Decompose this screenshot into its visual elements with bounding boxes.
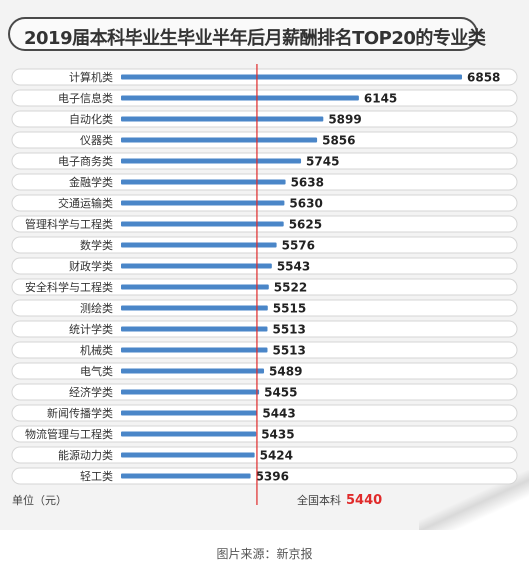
value-label: 5638 [291,176,324,190]
category-label: 经济学类 [69,385,113,399]
row-background [11,467,518,485]
value-label: 5513 [272,344,305,358]
category-label: 电子信息类 [58,91,113,105]
bar [121,452,255,458]
value-label: 6858 [467,71,500,85]
value-label: 5515 [273,302,306,316]
bar [121,158,302,164]
category-label: 能源动力类 [58,448,113,462]
chart-title: 2019届本科毕业生毕业半年后月薪酬排名TOP20的专业类 [24,28,486,49]
category-label: 机械类 [80,343,113,357]
category-label: 金融学类 [69,175,113,189]
value-label: 5443 [262,407,295,421]
value-label: 5856 [322,134,355,148]
category-label: 数学类 [80,238,113,252]
reference-label: 全国本科 5440 [297,492,382,508]
category-label: 物流管理与工程类 [25,427,113,441]
bar [121,305,268,311]
row-background [11,404,518,422]
bar-chart: 计算机类 6858 电子信息类 6145 自动化类 5899 仪器类 5856 电子商务类 574… [11,64,518,505]
value-label: 5745 [306,155,339,169]
image-source: 图片来源：新京报 [216,547,313,561]
row-background [11,425,518,443]
bar [121,431,257,437]
category-label: 测绘类 [80,301,113,315]
value-label: 5455 [264,386,297,400]
category-label: 统计学类 [69,322,113,336]
bar [121,95,359,101]
reference-label-text: 全国本科 [297,494,341,507]
bar [121,263,272,269]
bar [121,347,268,353]
bar [121,200,285,206]
value-label: 5522 [274,281,307,295]
bar [121,410,258,416]
category-label: 管理科学与工程类 [25,217,113,231]
bar [121,137,318,143]
category-label: 计算机类 [69,70,113,84]
bar [121,179,286,185]
bar [121,368,265,374]
row-background [11,362,518,380]
value-label: 5576 [282,239,315,253]
value-label: 5424 [260,449,293,463]
chart-title-box: 2019届本科毕业生毕业半年后月薪酬排名TOP20的专业类 [8,17,486,51]
value-label: 5625 [289,218,322,232]
category-label: 仪器类 [80,133,113,147]
bar [121,389,260,395]
bar [121,116,324,122]
category-label: 自动化类 [69,112,113,126]
category-label: 电气类 [80,364,113,378]
value-label: 5435 [261,428,294,442]
value-label: 5489 [269,365,302,379]
bar [121,284,269,290]
value-label: 5396 [256,470,289,484]
category-label: 交通运输类 [58,196,113,210]
category-label: 安全科学与工程类 [25,280,113,294]
value-label: 5513 [272,323,305,337]
category-label: 财政学类 [69,259,113,273]
category-label: 电子商务类 [58,154,113,168]
reference-value: 5440 [346,493,383,508]
row-background [11,446,518,464]
value-label: 5543 [277,260,310,274]
value-label: 5630 [289,197,322,211]
bar [121,221,284,227]
value-label: 5899 [328,113,361,127]
row-background [11,383,518,401]
bar [121,242,277,248]
bar [121,473,251,479]
category-label: 新闻传播学类 [47,406,113,420]
value-label: 6145 [364,92,397,106]
bar [121,326,268,332]
bar [121,74,462,80]
unit-label: 单位（元） [12,494,67,507]
category-label: 轻工类 [80,469,113,483]
